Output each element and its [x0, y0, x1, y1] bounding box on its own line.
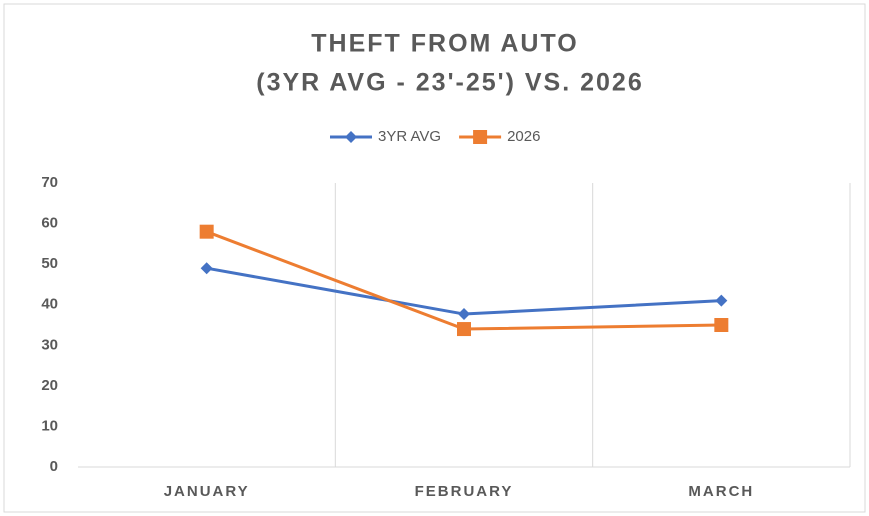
y-tick-label: 60 — [41, 215, 58, 232]
y-tick-label: 0 — [50, 458, 58, 475]
marker — [473, 130, 488, 144]
y-tick-label: 70 — [41, 174, 58, 191]
y-tick-label: 30 — [41, 336, 58, 353]
y-tick-label: 40 — [41, 296, 58, 313]
marker — [345, 131, 357, 143]
chart-title: (3YR AVG - 23'-25') VS. 2026 — [256, 69, 643, 97]
x-tick-label: FEBRUARY — [415, 483, 514, 500]
marker — [714, 318, 729, 332]
y-tick-label: 50 — [41, 255, 58, 272]
x-tick-label: JANUARY — [164, 483, 250, 500]
legend-label: 3YR AVG — [378, 128, 441, 145]
marker — [715, 294, 728, 307]
marker — [200, 262, 213, 275]
legend-label: 2026 — [507, 128, 540, 145]
y-tick-label: 10 — [41, 417, 58, 434]
marker — [458, 308, 470, 321]
marker — [199, 224, 214, 239]
x-tick-label: MARCH — [688, 483, 754, 500]
y-tick-label: 20 — [41, 377, 58, 394]
chart-title: THEFT FROM AUTO — [311, 30, 578, 58]
marker — [457, 322, 471, 337]
chart-frame — [3, 3, 866, 513]
